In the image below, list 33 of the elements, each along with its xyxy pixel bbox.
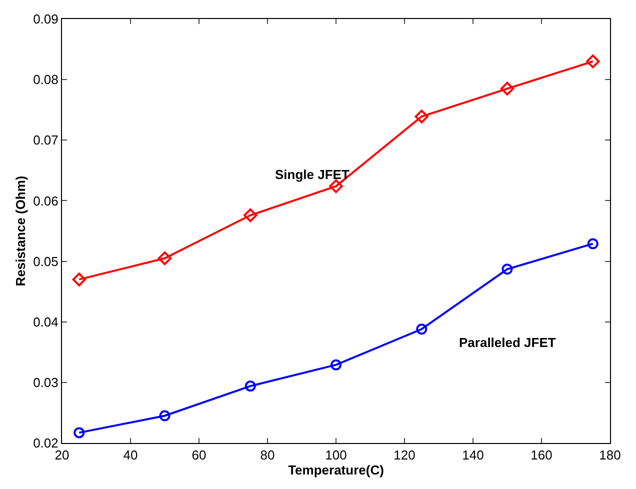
y-tick-label: 0.06 (33, 193, 58, 208)
point (159, 410, 170, 422)
x-tick-label: 180 (599, 448, 621, 463)
x-axis-title: Temperature(C) (288, 462, 384, 478)
y-axis-title: Resistance (Ohm) (13, 176, 28, 286)
point (502, 264, 513, 275)
x-tick-label: 80 (260, 448, 275, 463)
point (158, 251, 172, 266)
point (414, 110, 428, 124)
point (72, 272, 86, 286)
y-tick-label: 0.09 (33, 12, 58, 27)
point (244, 380, 256, 392)
x-tick-label: 160 (530, 448, 552, 463)
point (329, 179, 343, 194)
y-tick-label: 0.05 (33, 254, 58, 269)
point (330, 359, 342, 370)
y-tick-label: 0.08 (33, 72, 58, 88)
series-label: Single JFET (275, 167, 350, 182)
point (587, 238, 598, 250)
y-tick-label: 0.03 (33, 374, 58, 390)
x-tick-label: 120 (394, 448, 416, 463)
point (244, 208, 258, 222)
text: Paralleled JFET (459, 335, 556, 350)
point (416, 324, 428, 335)
y-tick-label: 0.07 (33, 132, 58, 148)
point (586, 54, 600, 68)
y-tick-label: 0.04 (33, 314, 58, 330)
x-tick-label: 140 (462, 448, 484, 463)
x-tick-label: 60 (192, 448, 206, 463)
x-tick-label: 40 (123, 448, 138, 463)
point (500, 82, 514, 96)
point (74, 427, 85, 438)
x-tick-label: 100 (325, 448, 347, 463)
